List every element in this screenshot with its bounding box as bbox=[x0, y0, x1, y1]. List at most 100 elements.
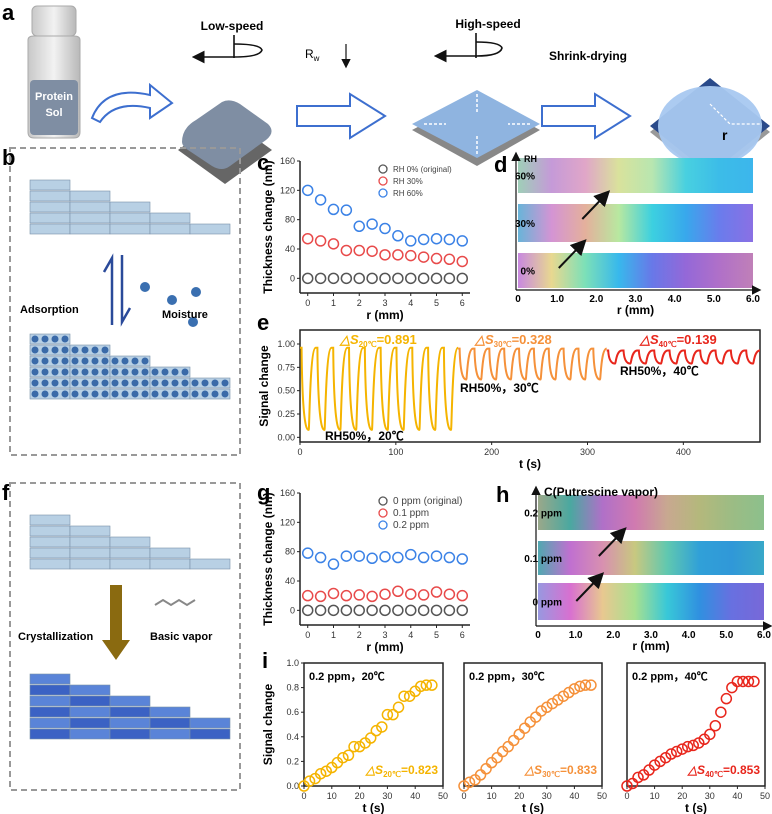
water-molecule bbox=[41, 335, 49, 343]
legend-label: 0 ppm (original) bbox=[393, 496, 462, 507]
x-tick-label: 1 bbox=[331, 630, 336, 640]
protein-layer bbox=[69, 706, 111, 718]
delta-sub: 40℃ bbox=[705, 770, 723, 779]
x-tick-label: 3 bbox=[382, 630, 387, 640]
color-band bbox=[538, 583, 764, 620]
y-tick-label: 0 bbox=[290, 273, 295, 283]
data-point bbox=[417, 551, 430, 564]
condition-label: 0.2 ppm，20℃ bbox=[309, 670, 385, 683]
protein-layer bbox=[29, 673, 71, 685]
data-point bbox=[405, 604, 417, 617]
water-molecule bbox=[181, 368, 189, 376]
x-tick-label: 40 bbox=[732, 791, 742, 801]
water-molecule bbox=[81, 346, 89, 354]
water-molecule bbox=[61, 390, 69, 398]
protein-layer bbox=[69, 684, 111, 696]
panel-label-a: a bbox=[2, 0, 15, 25]
water-molecule bbox=[201, 390, 209, 398]
x-tick-label: 4 bbox=[408, 298, 413, 308]
x-tick-label: 3.0 bbox=[629, 294, 643, 305]
water-molecule bbox=[161, 368, 169, 376]
water-molecule bbox=[161, 390, 169, 398]
x-tick-label: 30 bbox=[382, 791, 392, 801]
color-band bbox=[518, 158, 753, 193]
x-tick-label: 3 bbox=[382, 298, 387, 308]
data-point bbox=[405, 548, 417, 561]
water-molecule bbox=[141, 390, 149, 398]
data-point bbox=[417, 604, 430, 617]
water-molecule bbox=[61, 346, 69, 354]
panel-label-h: h bbox=[496, 482, 509, 507]
water-molecule bbox=[181, 390, 189, 398]
protein-layer bbox=[109, 695, 151, 707]
delta-sub: 30℃ bbox=[542, 770, 560, 779]
data-point bbox=[417, 272, 430, 285]
data-point bbox=[579, 679, 592, 691]
x-tick-label: 2 bbox=[357, 298, 362, 308]
x-axis-label: r (mm) bbox=[632, 639, 669, 653]
data-point bbox=[314, 604, 327, 617]
protein-layer bbox=[29, 547, 71, 559]
data-point bbox=[456, 604, 469, 617]
x-tick-label: 50 bbox=[438, 791, 448, 801]
rotation-arrow-icon bbox=[191, 35, 263, 64]
water-molecule bbox=[121, 390, 129, 398]
row-label: 30% bbox=[515, 219, 535, 230]
data-point bbox=[731, 675, 744, 688]
protein-layer bbox=[109, 201, 151, 213]
legend-label: RH 60% bbox=[393, 189, 423, 198]
data-point bbox=[392, 230, 404, 242]
legend-marker bbox=[378, 508, 388, 518]
delta-s-label: △S40℃=0.139 bbox=[639, 332, 717, 349]
data-point bbox=[392, 701, 405, 714]
hydrated-layer-stack bbox=[29, 333, 231, 400]
water-molecule bbox=[101, 368, 109, 376]
water-molecule bbox=[131, 368, 139, 376]
data-point bbox=[337, 751, 349, 764]
x-axis-label: r (mm) bbox=[366, 640, 403, 654]
radius-label: r bbox=[722, 127, 728, 143]
water-molecule bbox=[61, 357, 69, 365]
data-point bbox=[301, 547, 314, 559]
data-point bbox=[301, 272, 314, 285]
data-point bbox=[379, 272, 391, 285]
x-tick-label: 3.0 bbox=[644, 630, 658, 641]
data-point bbox=[430, 586, 443, 598]
curved-arrow-icon bbox=[90, 82, 174, 124]
x-tick-label: 0 bbox=[305, 630, 310, 640]
x-axis-label: t (s) bbox=[519, 457, 541, 471]
water-molecule bbox=[121, 379, 129, 387]
chart-c: 0 1 2 3 4 5 6 0 40 80 120 160 r (mm) Thickness change… bbox=[261, 156, 470, 322]
data-point bbox=[417, 589, 430, 601]
data-point bbox=[381, 708, 394, 721]
dried-film-substrate: r bbox=[650, 78, 770, 180]
chart-g: 0 1 2 3 4 5 6 0 40 80 120 160 r (mm) Thickness change… bbox=[261, 488, 470, 654]
delta-s-label: △S30℃=0.833 bbox=[524, 763, 597, 779]
water-molecule bbox=[121, 357, 129, 365]
data-point bbox=[340, 550, 353, 562]
x-tick-label: 30 bbox=[705, 791, 715, 801]
legend-marker bbox=[378, 496, 388, 506]
data-point bbox=[342, 749, 355, 761]
data-point bbox=[426, 679, 438, 691]
x-tick-label: 20 bbox=[677, 791, 687, 801]
water-molecule bbox=[51, 357, 59, 365]
plot-frame bbox=[303, 662, 444, 787]
chart-h: 0.2 ppm 0.1 ppm 0 ppm C(Putrescine vapor) 0 1… bbox=[524, 485, 772, 653]
data-point bbox=[456, 235, 469, 247]
delta-s-label: △S20℃=0.823 bbox=[365, 763, 438, 779]
water-molecule bbox=[81, 357, 89, 365]
data-point bbox=[327, 604, 340, 617]
x-axis-label: t (s) bbox=[522, 801, 544, 814]
data-point bbox=[327, 587, 340, 600]
data-point bbox=[430, 550, 443, 562]
protein-layer bbox=[109, 706, 151, 718]
data-point bbox=[366, 245, 378, 257]
y-tick-label: 40 bbox=[285, 244, 295, 254]
data-point bbox=[665, 748, 677, 760]
water-molecule bbox=[71, 390, 79, 398]
data-point bbox=[353, 220, 365, 233]
basic-vapor-label: Basic vapor bbox=[150, 631, 213, 643]
x-tick-label: 0 bbox=[624, 791, 629, 801]
